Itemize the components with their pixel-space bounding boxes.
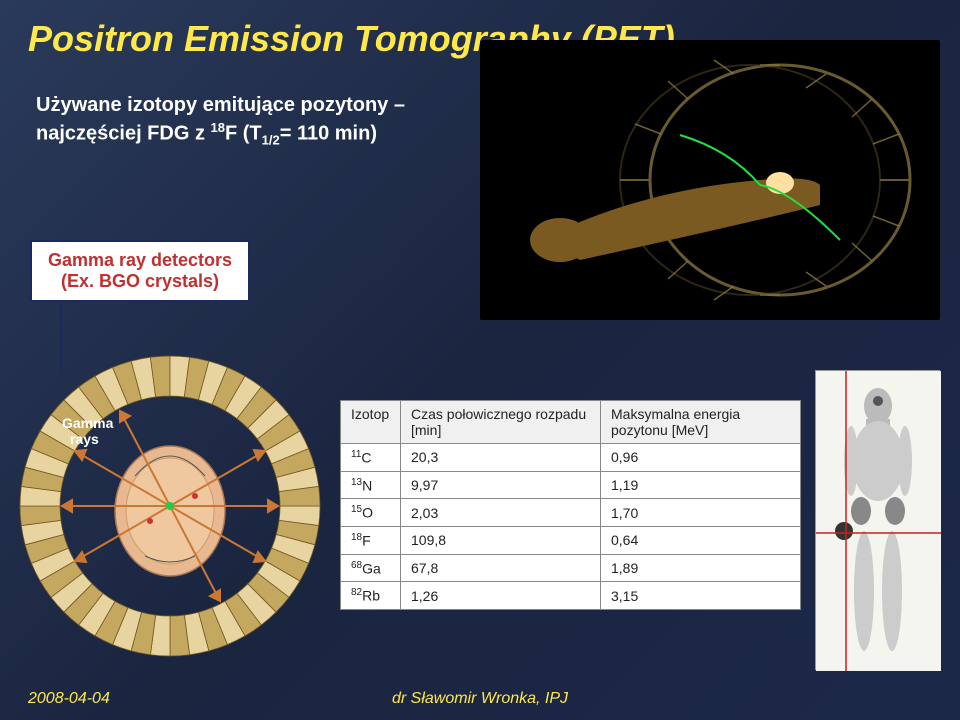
table-header: Czas połowicznego rozpadu [min]	[401, 401, 601, 444]
table-row: 15O2,031,70	[341, 499, 801, 527]
callout-line-2: (Ex. BGO crystals)	[42, 271, 238, 292]
ring-detector-diagram: Gamma rays	[10, 346, 330, 666]
callout-line-1: Gamma ray detectors	[42, 250, 238, 271]
detector-callout: Gamma ray detectors (Ex. BGO crystals)	[30, 240, 250, 302]
pet-scanner-illustration	[480, 40, 940, 320]
table-row: 11C20,30,96	[341, 444, 801, 472]
table-header: Maksymalna energia pozytonu [MeV]	[601, 401, 801, 444]
isotope-table: IzotopCzas połowicznego rozpadu [min]Mak…	[340, 400, 801, 610]
gamma-rays-label: Gamma	[62, 415, 114, 431]
footer-date: 2008-04-04	[28, 690, 110, 708]
pet-body-scan	[815, 370, 940, 670]
table-row: 82Rb1,263,15	[341, 582, 801, 610]
svg-text:rays: rays	[70, 431, 99, 447]
table-row: 68Ga67,81,89	[341, 554, 801, 582]
description-text: Używane izotopy emitujące pozytony – naj…	[0, 68, 440, 149]
table-header: Izotop	[341, 401, 401, 444]
footer-author: dr Sławomir Wronka, IPJ	[392, 690, 568, 708]
table-row: 18F109,80,64	[341, 526, 801, 554]
table-row: 13N9,971,19	[341, 471, 801, 499]
